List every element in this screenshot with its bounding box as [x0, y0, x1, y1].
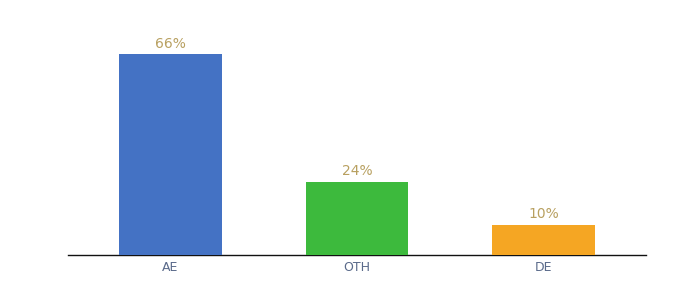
Text: 24%: 24%	[341, 164, 373, 178]
Bar	[119, 54, 222, 255]
Bar	[492, 225, 595, 255]
Text: 66%: 66%	[155, 37, 186, 51]
Bar	[306, 182, 408, 255]
Text: 10%: 10%	[528, 207, 559, 221]
